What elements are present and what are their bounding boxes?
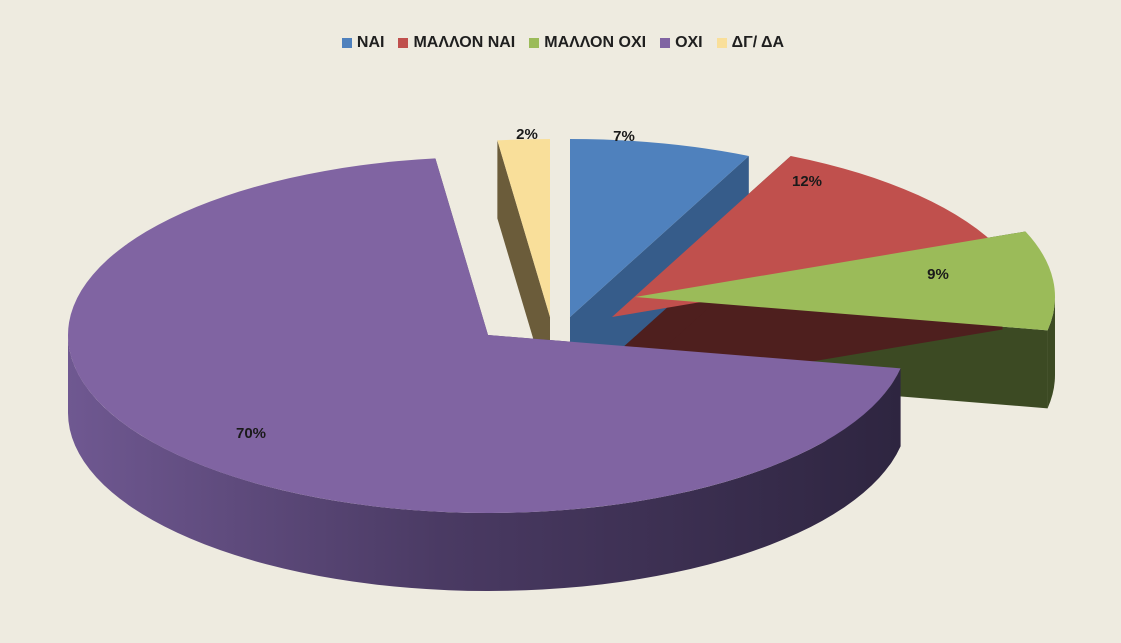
legend-item-yes: ΝΑΙ bbox=[341, 34, 385, 52]
pie-slice-no bbox=[68, 158, 901, 514]
pie-slice-edge-dont-know-0 bbox=[497, 140, 550, 395]
legend-item-rather-yes: ΜΑΛΛΟΝ ΝΑΙ bbox=[398, 34, 515, 52]
legend-label-rather-no: ΜΑΛΛΟΝ ΟΧΙ bbox=[544, 34, 647, 51]
data-label-dont-know: 2% bbox=[516, 126, 538, 143]
legend-swatch-rather-yes bbox=[398, 38, 409, 48]
pie-tops-group bbox=[68, 139, 1055, 514]
pie-slice-rather-no bbox=[635, 231, 1055, 331]
legend-label-dont-know: ΔΓ/ ΔΑ bbox=[731, 34, 785, 51]
legend-swatch-rather-no bbox=[529, 38, 540, 48]
pie-slice-yes bbox=[570, 139, 749, 317]
legend-item-no: ΟΧΙ bbox=[660, 34, 703, 52]
legend-swatch-no bbox=[660, 38, 671, 48]
legend-item-rather-no: ΜΑΛΛΟΝ ΟΧΙ bbox=[529, 34, 646, 52]
pie-slice-dont-know bbox=[497, 139, 550, 317]
legend-swatch-yes bbox=[341, 38, 352, 48]
legend-swatch-dont-know bbox=[716, 38, 727, 48]
pie-slice-rather-yes bbox=[612, 155, 1003, 317]
pie-slice-side-no bbox=[68, 335, 901, 592]
legend-item-dont-know: ΔΓ/ ΔΑ bbox=[716, 34, 785, 52]
legend-label-no: ΟΧΙ bbox=[675, 34, 703, 51]
legend-label-yes: ΝΑΙ bbox=[356, 34, 385, 51]
chart-legend: ΝΑΙ ΜΑΛΛΟΝ ΝΑΙ ΜΑΛΛΟΝ ΟΧΙ ΟΧΙ ΔΓ/ ΔΑ bbox=[0, 34, 1121, 52]
data-label-rather-yes: 12% bbox=[792, 173, 822, 190]
pie-labels-group: 7% 12% 9% 70% 2% bbox=[236, 126, 949, 442]
pie-slice-side-rather-no bbox=[1047, 297, 1055, 409]
legend-label-rather-yes: ΜΑΛΛΟΝ ΝΑΙ bbox=[413, 34, 516, 51]
data-label-no: 70% bbox=[236, 425, 266, 442]
data-label-rather-no: 9% bbox=[927, 266, 949, 283]
data-label-yes: 7% bbox=[613, 128, 635, 145]
